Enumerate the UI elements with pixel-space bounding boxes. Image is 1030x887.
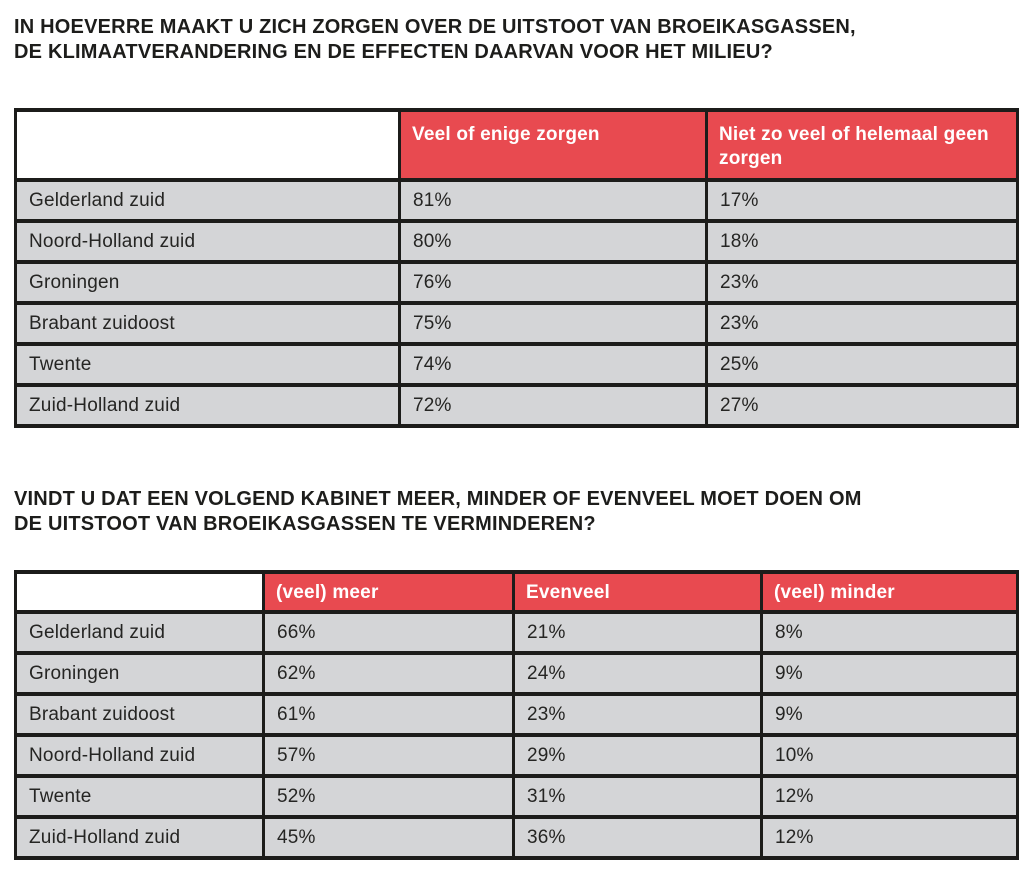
percentage-value: 25% [705,342,1019,387]
percentage-value: 52% [262,774,515,819]
table-row: Gelderland zuid 66% 21% 8% [14,610,1019,655]
percentage-value: 72% [398,383,708,428]
table-row: Groningen 76% 23% [14,260,1019,305]
region-label: Gelderland zuid [14,610,265,655]
region-label: Twente [14,342,401,387]
percentage-value: 21% [512,610,763,655]
table-row: Zuid-Holland zuid 72% 27% [14,383,1019,428]
percentage-value: 80% [398,219,708,264]
percentage-value: 74% [398,342,708,387]
percentage-value: 18% [705,219,1019,264]
concern-results-table: Veel of enige zorgen Niet zo veel of hel… [14,108,1019,428]
percentage-value: 23% [512,692,763,737]
region-label: Groningen [14,651,265,696]
percentage-value: 23% [705,260,1019,305]
region-label: Brabant zuidoost [14,692,265,737]
percentage-value: 8% [760,610,1019,655]
region-label: Twente [14,774,265,819]
percentage-value: 12% [760,815,1019,860]
region-label: Noord-Holland zuid [14,219,401,264]
question-2-title: VINDT U DAT EEN VOLGEND KABINET MEER, MI… [14,487,1016,537]
header-row: (veel) meer Evenveel (veel) minder [14,570,1019,614]
percentage-value: 9% [760,692,1019,737]
percentage-value: 17% [705,178,1019,223]
region-label: Zuid-Holland zuid [14,815,265,860]
table-row: Brabant zuidoost 75% 23% [14,301,1019,346]
header-row: Veel of enige zorgen Niet zo veel of hel… [14,108,1019,182]
section-question-concern: IN HOEVERRE MAAKT U ZICH ZORGEN OVER DE … [14,15,1019,428]
table-row: Brabant zuidoost 61% 23% 9% [14,692,1019,737]
column-header-veel-minder: (veel) minder [760,570,1019,614]
percentage-value: 9% [760,651,1019,696]
region-label: Gelderland zuid [14,178,401,223]
region-label: Noord-Holland zuid [14,733,265,778]
percentage-value: 75% [398,301,708,346]
table-row: Groningen 62% 24% 9% [14,651,1019,696]
region-label: Groningen [14,260,401,305]
percentage-value: 29% [512,733,763,778]
question-1-title-line-1: IN HOEVERRE MAAKT U ZICH ZORGEN OVER DE … [14,16,856,38]
table-row: Noord-Holland zuid 57% 29% 10% [14,733,1019,778]
column-header-evenveel: Evenveel [512,570,763,614]
percentage-value: 76% [398,260,708,305]
percentage-value: 66% [262,610,515,655]
region-label: Brabant zuidoost [14,301,401,346]
percentage-value: 12% [760,774,1019,819]
percentage-value: 62% [262,651,515,696]
column-header-veel-of-enige-zorgen: Veel of enige zorgen [398,108,708,182]
column-header-veel-meer: (veel) meer [262,570,515,614]
percentage-value: 36% [512,815,763,860]
percentage-value: 27% [705,383,1019,428]
percentage-value: 24% [512,651,763,696]
percentage-value: 45% [262,815,515,860]
region-label: Zuid-Holland zuid [14,383,401,428]
table-row: Twente 74% 25% [14,342,1019,387]
column-header-niet-zo-veel: Niet zo veel of helemaal geen zorgen [705,108,1019,182]
question-1-title-line-2: DE KLIMAATVERANDERING EN DE EFFECTEN DAA… [14,41,773,63]
table-row: Gelderland zuid 81% 17% [14,178,1019,223]
percentage-value: 57% [262,733,515,778]
table-row: Zuid-Holland zuid 45% 36% 12% [14,815,1019,860]
percentage-value: 31% [512,774,763,819]
blank-corner-cell [14,570,265,614]
percentage-value: 61% [262,692,515,737]
section-question-kabinet: VINDT U DAT EEN VOLGEND KABINET MEER, MI… [14,487,1019,860]
table-row: Twente 52% 31% 12% [14,774,1019,819]
question-1-title: IN HOEVERRE MAAKT U ZICH ZORGEN OVER DE … [14,15,1016,65]
percentage-value: 10% [760,733,1019,778]
percentage-value: 81% [398,178,708,223]
question-2-title-line-1: VINDT U DAT EEN VOLGEND KABINET MEER, MI… [14,488,862,510]
kabinet-results-table: (veel) meer Evenveel (veel) minder Gelde… [14,570,1019,860]
blank-corner-cell [14,108,401,182]
percentage-value: 23% [705,301,1019,346]
question-2-title-line-2: DE UITSTOOT VAN BROEIKASGASSEN TE VERMIN… [14,513,596,535]
table-row: Noord-Holland zuid 80% 18% [14,219,1019,264]
